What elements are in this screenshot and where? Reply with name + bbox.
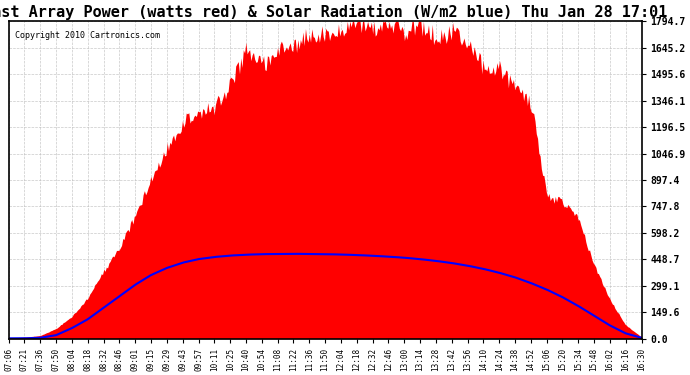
Text: Copyright 2010 Cartronics.com: Copyright 2010 Cartronics.com bbox=[15, 31, 160, 40]
Title: East Array Power (watts red) & Solar Radiation (W/m2 blue) Thu Jan 28 17:01: East Array Power (watts red) & Solar Rad… bbox=[0, 4, 667, 20]
